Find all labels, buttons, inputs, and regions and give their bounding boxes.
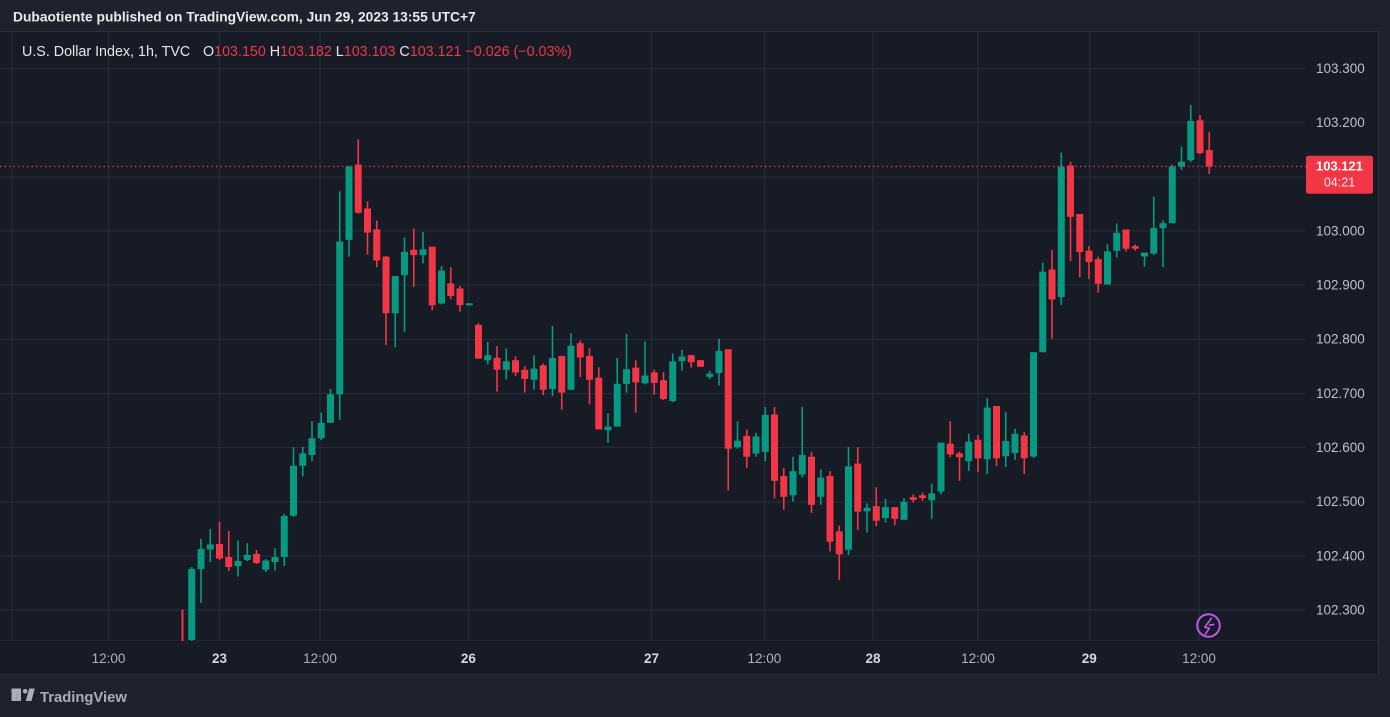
- svg-text:TradingView: TradingView: [40, 690, 127, 706]
- svg-text:04:21: 04:21: [1324, 176, 1355, 190]
- svg-text:12:00: 12:00: [1182, 651, 1216, 666]
- svg-text:29: 29: [1082, 651, 1097, 666]
- svg-text:26: 26: [461, 651, 477, 666]
- svg-text:12:00: 12:00: [92, 651, 126, 666]
- svg-text:102.700: 102.700: [1316, 386, 1365, 401]
- svg-text:103.000: 103.000: [1316, 223, 1365, 238]
- svg-text:12:00: 12:00: [303, 651, 337, 666]
- svg-text:102.400: 102.400: [1316, 548, 1365, 563]
- svg-text:U.S. Dollar Index, 1h, TVC: U.S. Dollar Index, 1h, TVC: [22, 44, 190, 60]
- svg-text:12:00: 12:00: [961, 651, 995, 666]
- svg-text:102.600: 102.600: [1316, 440, 1365, 455]
- svg-text:102.800: 102.800: [1316, 332, 1365, 347]
- svg-text:102.500: 102.500: [1316, 494, 1365, 509]
- svg-text:27: 27: [644, 651, 659, 666]
- svg-text:103.121: 103.121: [1316, 159, 1363, 174]
- svg-text:103.300: 103.300: [1316, 61, 1365, 76]
- svg-text:102.900: 102.900: [1316, 278, 1365, 293]
- svg-text:12:00: 12:00: [748, 651, 782, 666]
- svg-text:103.200: 103.200: [1316, 115, 1365, 130]
- svg-text:102.300: 102.300: [1316, 603, 1365, 618]
- svg-text:28: 28: [865, 651, 881, 666]
- svg-text:Dubaotiente published on Tradi: Dubaotiente published on TradingView.com…: [13, 10, 476, 25]
- svg-text:23: 23: [212, 651, 228, 666]
- svg-text:O103.150 H103.182 L103.103: O103.150 H103.182 L103.103 C103.121 −0.0…: [203, 44, 572, 60]
